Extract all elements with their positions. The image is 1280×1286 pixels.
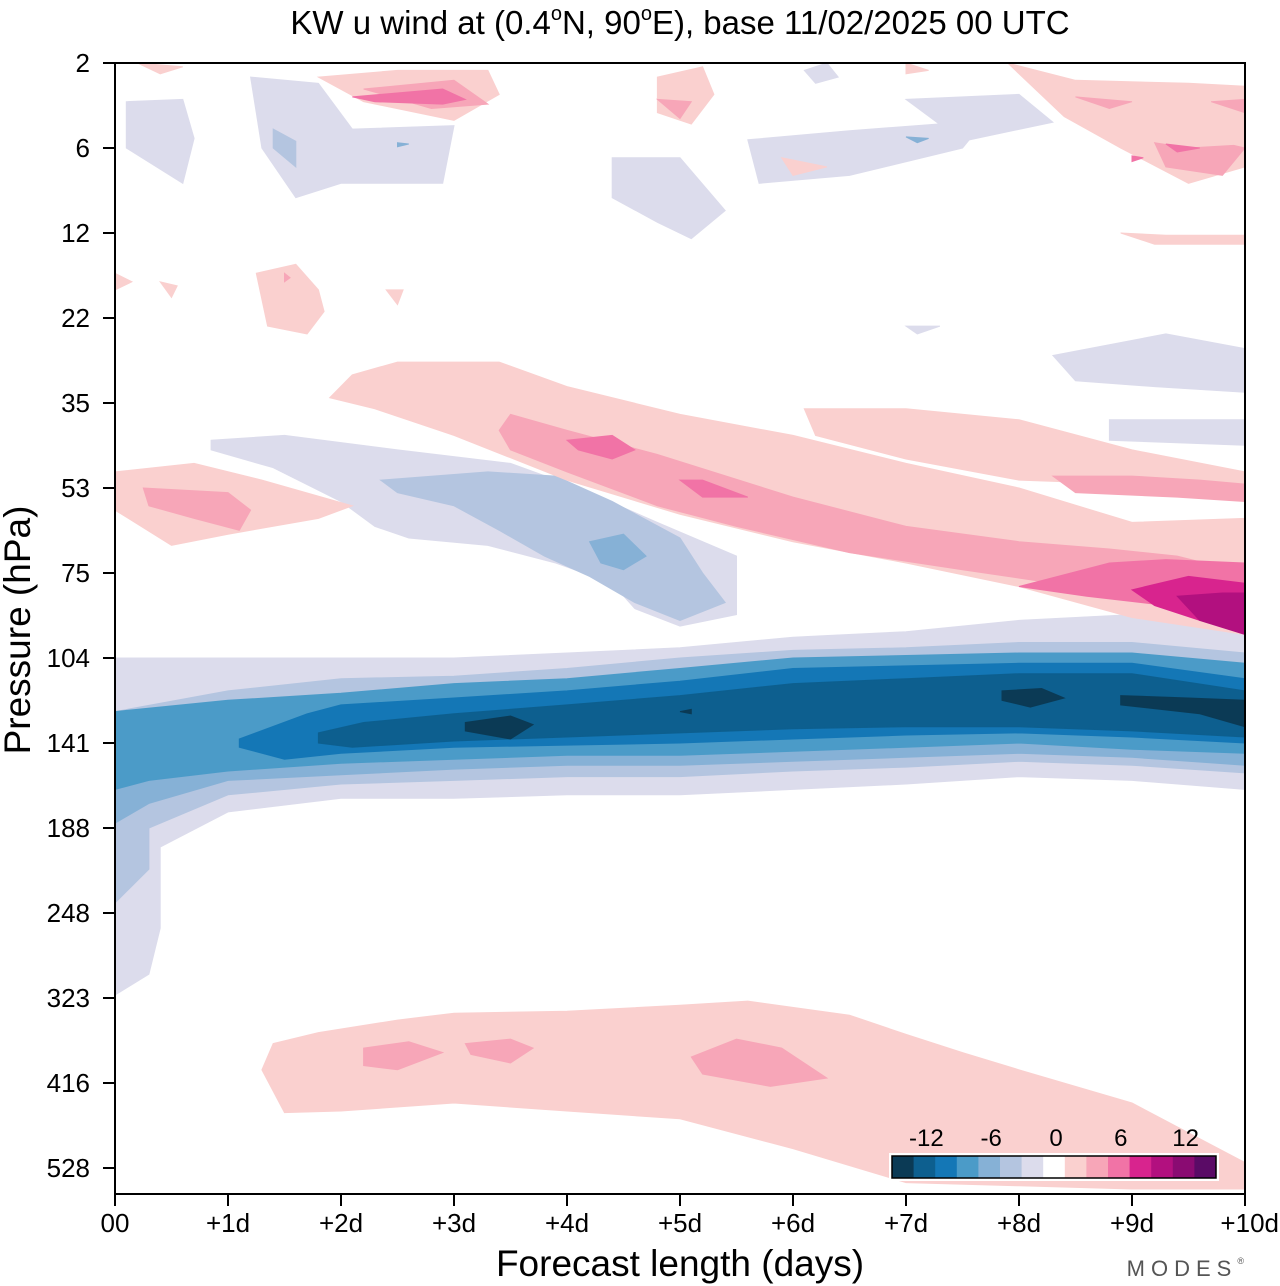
contour-region [464, 715, 535, 740]
contour-region [678, 479, 748, 498]
colorbar-swatch [1021, 1156, 1044, 1178]
x-tick-label: +10d [1220, 1208, 1279, 1238]
colorbar-label: 12 [1172, 1125, 1199, 1152]
y-tick-label: 528 [47, 1153, 90, 1183]
colorbar-swatch [1129, 1156, 1152, 1178]
contour-region [1001, 687, 1066, 708]
contour-region [115, 272, 134, 291]
colorbar-swatch [913, 1156, 936, 1178]
contour-region [250, 76, 455, 199]
contour-fills [115, 63, 1245, 1190]
x-tick-label: +5d [658, 1208, 702, 1238]
contour-region [1165, 143, 1200, 153]
contour-region [679, 708, 692, 715]
colorbar: -12 -6 0 6 12 [889, 1125, 1219, 1181]
x-tick-label: 00 [101, 1208, 130, 1238]
y-tick-label: 248 [47, 898, 90, 928]
contour-region [379, 471, 726, 621]
y-tick-label: 323 [47, 983, 90, 1013]
colorbar-swatch [1000, 1156, 1023, 1178]
contour-region [397, 142, 409, 148]
contour-region [1176, 592, 1245, 636]
contour-region [137, 63, 183, 75]
colorbar-swatch [1194, 1156, 1217, 1178]
y-axis: 2 6 12 22 35 53 75 104 141 188 248 323 416 528 [47, 48, 115, 1183]
y-tick-label: 188 [47, 813, 90, 843]
colorbar-swatch [1108, 1156, 1131, 1178]
colorbar-swatch [1064, 1156, 1087, 1178]
contour-region [272, 128, 297, 168]
y-tick-label: 104 [47, 643, 90, 673]
colorbar-swatch [1043, 1156, 1066, 1178]
chart-title: KW u wind at (0.4oN, 90oE), base 11/02/2… [290, 3, 1069, 41]
x-tick-label: +6d [771, 1208, 815, 1238]
y-tick-label: 12 [61, 218, 90, 248]
contour-region [142, 487, 252, 531]
colorbar-swatch [978, 1156, 1001, 1178]
x-tick-label: +1d [206, 1208, 250, 1238]
x-tick-label: +4d [545, 1208, 589, 1238]
contour-region [255, 263, 325, 335]
colorbar-frame [891, 1155, 1217, 1179]
contour-region [1210, 98, 1245, 114]
contour-region [780, 157, 828, 176]
contour-region [904, 93, 1055, 142]
contour-region [464, 1038, 535, 1064]
contour-region [1120, 695, 1245, 728]
contour-region [656, 66, 715, 125]
contour-region [1120, 232, 1245, 245]
colorbar-swatch [956, 1156, 979, 1178]
colorbar-swatch [935, 1156, 958, 1178]
y-tick-label: 416 [47, 1068, 90, 1098]
y-tick-label: 75 [61, 558, 90, 588]
x-axis-label: Forecast length (days) [496, 1243, 864, 1284]
contour-region [905, 136, 929, 144]
contour-region [1051, 333, 1245, 393]
colorbar-swatch [892, 1156, 915, 1178]
y-tick-label: 53 [61, 473, 90, 503]
colorbar-label: 6 [1114, 1125, 1127, 1152]
contour-region [125, 98, 195, 185]
y-tick-label: 141 [47, 728, 90, 758]
contour-region [904, 325, 941, 335]
colorbar-swatch [1172, 1156, 1195, 1178]
colorbar-label: 0 [1049, 1125, 1062, 1152]
contour-region [803, 408, 1245, 494]
contour-region [1131, 155, 1144, 163]
contour-region [159, 280, 178, 299]
y-tick-label: 22 [61, 303, 90, 333]
contour-region [905, 63, 929, 75]
contour-region [803, 63, 840, 84]
x-tick-label: +2d [319, 1208, 363, 1238]
contour-region [352, 88, 467, 105]
colorbar-label: -12 [909, 1125, 944, 1152]
contour-region [1075, 96, 1133, 110]
contour-region [1051, 475, 1245, 503]
colorbar-swatch [1086, 1156, 1109, 1178]
contour-region [385, 289, 404, 306]
contour-region [690, 1038, 829, 1087]
x-tick-label: +8d [997, 1208, 1041, 1238]
contour-region [284, 272, 291, 283]
colorbar-swatch [1151, 1156, 1174, 1178]
contour-region [565, 434, 636, 460]
y-tick-label: 35 [61, 388, 90, 418]
x-axis: 00 +1d +2d +3d +4d +5d +6d +7d +8d +9d +10d [101, 1194, 1279, 1238]
contour-region [1108, 419, 1245, 446]
y-axis-label: Pressure (hPa) [0, 506, 38, 755]
x-tick-label: +9d [1110, 1208, 1154, 1238]
x-tick-label: +7d [884, 1208, 928, 1238]
contour-region [655, 98, 693, 120]
modes-logo: MODES® [1127, 1256, 1250, 1281]
contour-region [363, 1041, 445, 1071]
y-tick-label: 2 [76, 48, 90, 78]
contour-region [611, 157, 726, 240]
colorbar-label: -6 [981, 1125, 1002, 1152]
x-tick-label: +3d [432, 1208, 476, 1238]
contour-region [588, 533, 647, 571]
y-tick-label: 6 [76, 133, 90, 163]
